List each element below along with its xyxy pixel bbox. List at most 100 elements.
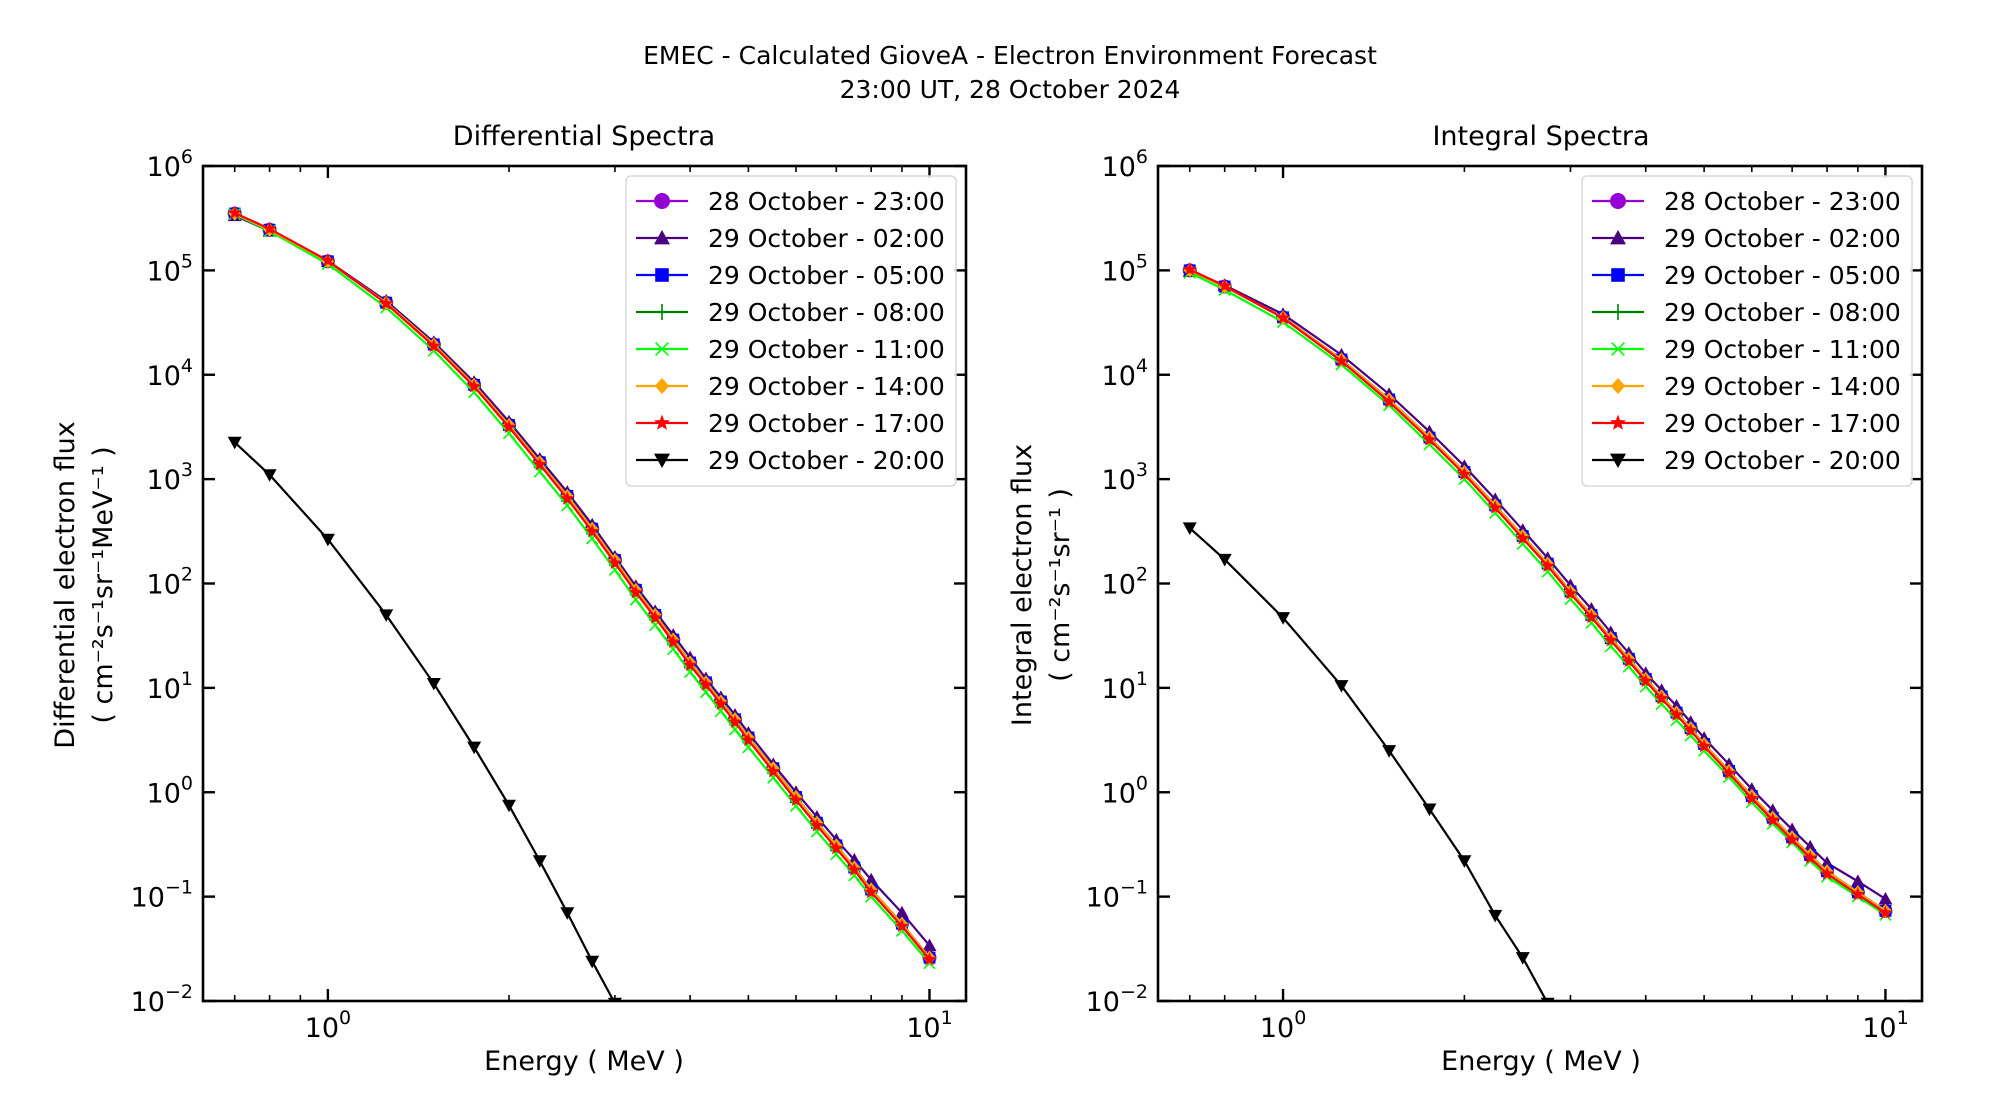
legend-marker-icon <box>1610 193 1626 209</box>
data-point <box>666 634 681 648</box>
legend-label: 29 October - 20:00 <box>708 446 945 475</box>
tick-exponent: 6 <box>1136 146 1148 168</box>
data-point <box>713 696 728 710</box>
data-point <box>1803 850 1818 864</box>
x-axis-label: Energy ( MeV ) <box>1441 1046 1641 1077</box>
series-29-october-20-00 <box>1182 522 1555 1001</box>
y-axis-label-line1: Differential electron flux <box>50 421 81 748</box>
data-point <box>1820 866 1835 880</box>
legend-marker-icon <box>1610 414 1626 430</box>
data-point <box>1878 905 1893 919</box>
data-point <box>1603 633 1618 647</box>
data-point <box>1850 887 1865 901</box>
tick-base: 10 <box>147 570 181 601</box>
y-tick-label: 104 <box>1102 355 1148 392</box>
data-point <box>728 714 742 729</box>
legend-marker-icon <box>654 414 670 430</box>
data-point <box>1457 467 1472 481</box>
legend-item: 29 October - 05:00 <box>636 261 945 290</box>
legend-item: 29 October - 17:00 <box>636 409 945 438</box>
tick-exponent: 6 <box>181 146 193 168</box>
data-point <box>809 818 824 832</box>
legend-marker-icon <box>654 453 670 468</box>
legend-label: 28 October - 23:00 <box>1664 187 1901 216</box>
legend-label: 29 October - 08:00 <box>1664 298 1901 327</box>
legend-label: 29 October - 11:00 <box>1664 335 1901 364</box>
legend-marker-icon <box>1610 378 1626 394</box>
legend-marker-icon <box>654 230 670 245</box>
data-point <box>1621 653 1636 668</box>
data-point <box>320 253 335 267</box>
tick-exponent: −1 <box>1120 877 1148 899</box>
y-tick-label: 10−2 <box>1086 981 1148 1018</box>
legend-marker-icon <box>655 268 669 282</box>
tick-base: 10 <box>147 361 181 392</box>
tick-base: 10 <box>131 987 165 1018</box>
tick-exponent: 1 <box>1136 668 1148 690</box>
legend: 28 October - 23:00 29 October - 02:00 29 O… <box>625 175 957 487</box>
y-tick-label: 102 <box>1102 564 1148 601</box>
data-point <box>502 419 516 434</box>
legend-label: 29 October - 02:00 <box>708 224 945 253</box>
x-tick-label: 100 <box>305 1007 351 1044</box>
tick-exponent: 5 <box>1136 250 1148 272</box>
tick-base: 10 <box>1102 256 1136 287</box>
data-point <box>1515 531 1530 545</box>
figure-title-line2: 23:00 UT, 28 October 2024 <box>840 75 1181 104</box>
tick-base: 10 <box>147 256 181 287</box>
tick-exponent: 5 <box>181 250 193 272</box>
data-point <box>227 436 242 450</box>
data-point <box>560 491 575 505</box>
y-tick-label: 10−1 <box>1086 877 1148 914</box>
series-29-october-17-00 <box>1182 262 1893 919</box>
tick-exponent: 0 <box>1136 772 1148 794</box>
legend-label: 29 October - 17:00 <box>708 409 945 438</box>
differential-spectra-panel: Differential Spectra Energy ( MeV ) Diff… <box>50 121 968 1077</box>
legend-item: 29 October - 14:00 <box>636 372 945 401</box>
data-point <box>532 855 547 868</box>
y-tick-label: 103 <box>1102 459 1148 496</box>
data-point <box>1182 262 1197 276</box>
data-point <box>262 221 277 235</box>
legend-label: 29 October - 14:00 <box>1664 372 1901 401</box>
data-point <box>1669 707 1684 721</box>
data-point <box>1654 691 1669 705</box>
legend-label: 28 October - 23:00 <box>708 187 945 216</box>
data-point <box>648 610 663 624</box>
legend-label: 29 October - 08:00 <box>708 298 945 327</box>
x-tick-label: 101 <box>906 1007 952 1044</box>
data-point <box>1217 553 1232 567</box>
x-tick-label: 100 <box>1260 1007 1306 1044</box>
data-point <box>1334 680 1349 693</box>
figure-title-line1: EMEC - Calculated GioveA - Electron Envi… <box>643 41 1377 70</box>
y-tick-label: 100 <box>147 772 193 809</box>
legend-label: 29 October - 17:00 <box>1664 409 1901 438</box>
legend-frame <box>1581 175 1913 487</box>
tick-base: 10 <box>147 674 181 705</box>
legend-marker-icon <box>1610 453 1626 468</box>
series-line <box>1189 527 1548 1001</box>
legend-label: 29 October - 11:00 <box>708 335 945 364</box>
data-point <box>467 379 482 393</box>
y-tick-label: 106 <box>1102 146 1148 183</box>
data-point <box>1488 500 1503 514</box>
tick-base: 10 <box>1102 465 1136 496</box>
series-29-october-20-00 <box>227 436 622 1001</box>
legend-marker-icon <box>1611 342 1625 356</box>
data-point <box>741 732 756 747</box>
data-point <box>789 792 804 807</box>
data-point <box>683 657 698 672</box>
legend: 28 October - 23:00 29 October - 02:00 29 O… <box>1581 175 1913 487</box>
tick-exponent: 1 <box>1897 1007 1909 1029</box>
y-axis-label-line2: ( cm⁻²s⁻¹sr⁻¹MeV⁻¹ ) <box>88 446 119 723</box>
data-point <box>1540 997 1555 1001</box>
x-tick-label: 101 <box>1862 1007 1908 1044</box>
data-point <box>585 955 600 969</box>
tick-base: 10 <box>1862 1013 1896 1044</box>
x-axis-label: Energy ( MeV ) <box>484 1046 684 1077</box>
data-point <box>607 555 622 569</box>
legend-marker-icon <box>654 378 670 394</box>
legend-item: 28 October - 23:00 <box>636 187 945 216</box>
